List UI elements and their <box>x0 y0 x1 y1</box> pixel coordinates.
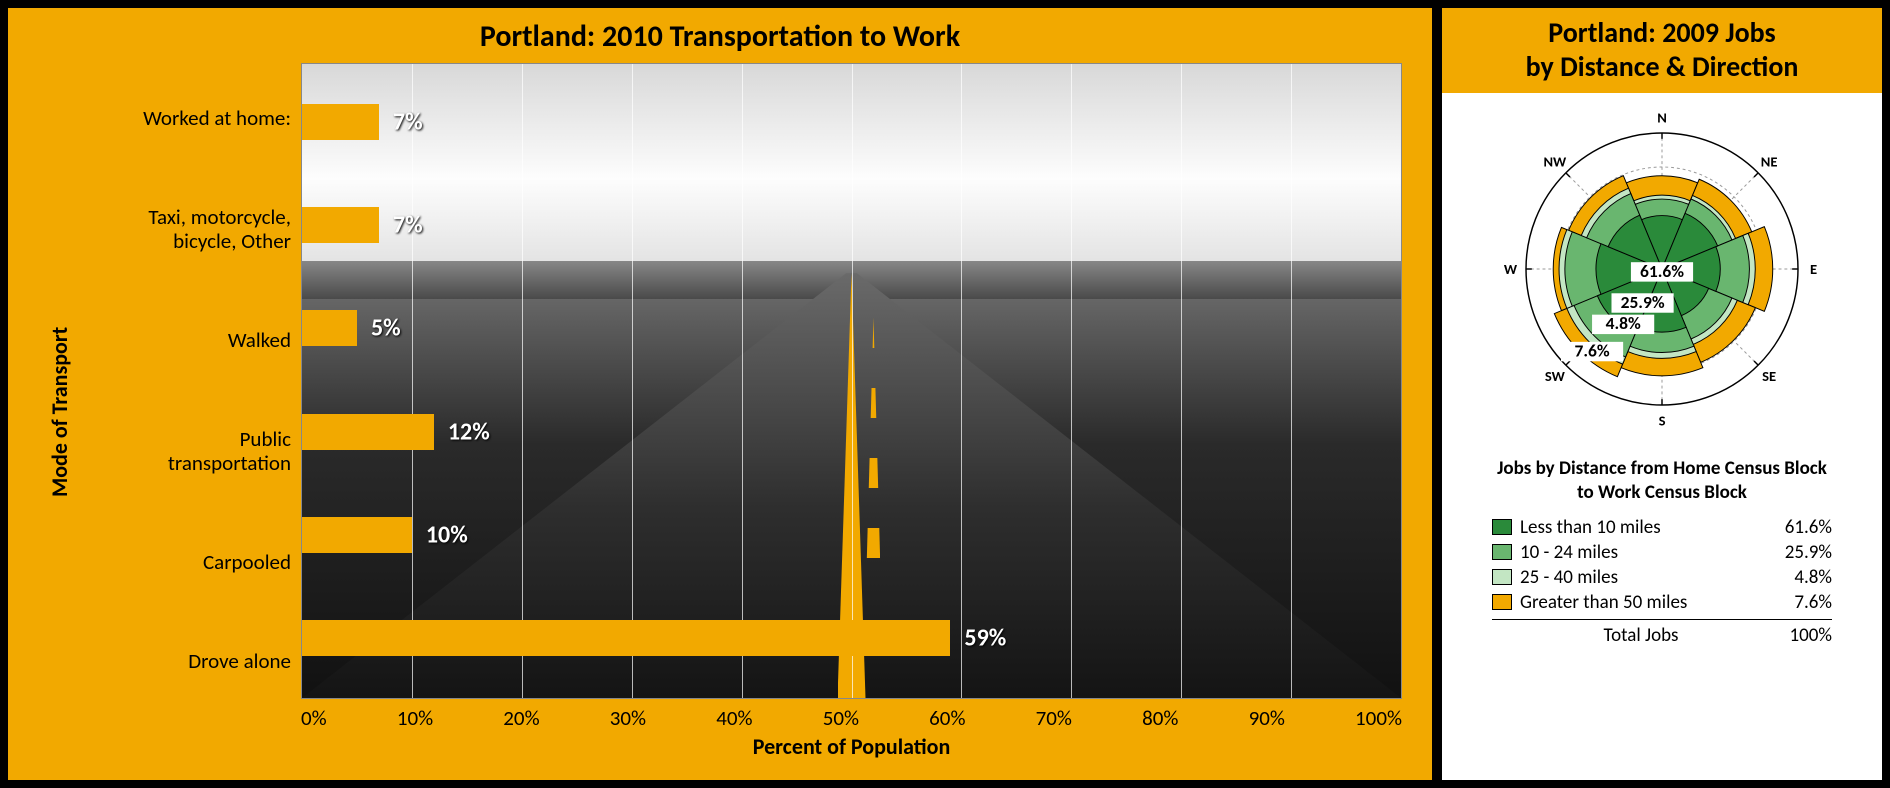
bar <box>302 104 379 140</box>
svg-text:25.9%: 25.9% <box>1621 291 1665 313</box>
y-category: Walked <box>81 328 291 352</box>
svg-text:W: W <box>1504 260 1518 278</box>
left-panel: Portland: 2010 Transportation to Work Mo… <box>8 8 1432 780</box>
legend-row: Less than 10 miles61.6% <box>1492 515 1832 540</box>
legend-row: Greater than 50 miles7.6% <box>1492 590 1832 615</box>
bar <box>302 517 412 553</box>
plot-area: 7% 7% 5% 12% 10% 59% <box>301 63 1402 699</box>
legend-value: 25.9% <box>1762 541 1832 564</box>
y-axis-label: Mode of Transport <box>38 63 81 760</box>
x-axis-label: Percent of Population <box>301 731 1402 760</box>
bar-chart-title: Portland: 2010 Transportation to Work <box>38 18 1402 55</box>
bar-row: 7% <box>302 102 1401 142</box>
legend-row: 25 - 40 miles4.8% <box>1492 565 1832 590</box>
svg-text:S: S <box>1659 412 1666 430</box>
svg-text:NE: NE <box>1761 153 1778 171</box>
legend-swatch <box>1492 594 1512 610</box>
bar-value-label: 59% <box>964 624 1006 653</box>
svg-text:7.6%: 7.6% <box>1575 340 1610 362</box>
svg-text:E: E <box>1810 260 1817 278</box>
legend-label: 25 - 40 miles <box>1520 566 1762 589</box>
svg-text:SE: SE <box>1762 367 1776 385</box>
legend-label: Less than 10 miles <box>1520 516 1762 539</box>
bar <box>302 620 950 656</box>
bar <box>302 310 357 346</box>
right-panel: Portland: 2009 Jobsby Distance & Directi… <box>1442 8 1882 780</box>
svg-text:61.6%: 61.6% <box>1640 260 1684 282</box>
svg-text:SW: SW <box>1545 367 1566 385</box>
bar-row: 5% <box>302 308 1401 348</box>
bar-value-label: 10% <box>426 520 468 549</box>
radar-chart-title: Portland: 2009 Jobsby Distance & Directi… <box>1442 8 1882 93</box>
x-tick-label: 20% <box>503 705 539 731</box>
y-category: Carpooled <box>81 550 291 574</box>
legend-label: 10 - 24 miles <box>1520 541 1762 564</box>
bar-value-label: 7% <box>393 107 423 136</box>
x-tick-label: 50% <box>823 705 859 731</box>
x-tick-label: 80% <box>1142 705 1178 731</box>
grid-line <box>1401 64 1402 698</box>
y-category: Worked at home: <box>81 106 291 130</box>
x-tick-label: 0% <box>301 705 327 731</box>
svg-text:N: N <box>1657 109 1667 127</box>
bar-value-label: 5% <box>371 314 401 343</box>
radar-wrap: NNEESESSWWNW61.6%25.9%4.8%7.6% Jobs by D… <box>1442 93 1882 780</box>
y-category: Taxi, motorcycle,bicycle, Other <box>81 205 291 253</box>
x-tick-label: 70% <box>1036 705 1072 731</box>
x-tick-label: 100% <box>1355 705 1402 731</box>
legend-total-value: 100% <box>1762 624 1832 647</box>
x-tick-label: 30% <box>610 705 646 731</box>
x-tick-label: 10% <box>397 705 433 731</box>
legend-total-label: Total Jobs <box>1492 624 1762 647</box>
bars-container: 7% 7% 5% 12% 10% 59% <box>302 64 1401 698</box>
plot-wrap: 7% 7% 5% 12% 10% 59% 0% 10% 20% 30% 40% 50% 60% 70% 8… <box>301 63 1402 760</box>
legend-swatch <box>1492 544 1512 560</box>
legend-value: 4.8% <box>1762 566 1832 589</box>
legend-total: Total Jobs100% <box>1492 619 1832 647</box>
legend-label: Greater than 50 miles <box>1520 591 1762 614</box>
legend-swatch <box>1492 519 1512 535</box>
bar-row: 7% <box>302 205 1401 245</box>
bar-row: 12% <box>302 412 1401 452</box>
bar-value-label: 12% <box>448 417 490 446</box>
radar-chart: N NE E SE S SW W NW 61.6% 25.9%4.8% 7.6% <box>1482 99 1842 439</box>
bar-value-label: 7% <box>393 210 423 239</box>
bar-chart-area: Mode of Transport Worked at home: Taxi, m… <box>38 63 1402 760</box>
bar-row: 10% <box>302 515 1401 555</box>
y-category: Publictransportation <box>81 427 291 475</box>
x-tick-label: 60% <box>929 705 965 731</box>
legend-title: Jobs by Distance from Home Census Blockt… <box>1497 457 1827 505</box>
bar <box>302 207 379 243</box>
y-category: Drove alone <box>81 649 291 673</box>
x-tick-label: 40% <box>716 705 752 731</box>
legend-swatch <box>1492 569 1512 585</box>
x-ticks: 0% 10% 20% 30% 40% 50% 60% 70% 80% 90% 100% <box>301 699 1402 731</box>
bar-row: 59% <box>302 618 1401 658</box>
y-categories: Worked at home: Taxi, motorcycle,bicycle,… <box>81 63 301 760</box>
x-tick-label: 90% <box>1249 705 1285 731</box>
bar <box>302 414 434 450</box>
svg-text:4.8%: 4.8% <box>1606 312 1641 334</box>
svg-text:NW: NW <box>1543 153 1567 171</box>
legend-value: 7.6% <box>1762 591 1832 614</box>
legend-rows: Less than 10 miles61.6%10 - 24 miles25.9… <box>1492 515 1832 647</box>
legend-row: 10 - 24 miles25.9% <box>1492 540 1832 565</box>
legend-value: 61.6% <box>1762 516 1832 539</box>
